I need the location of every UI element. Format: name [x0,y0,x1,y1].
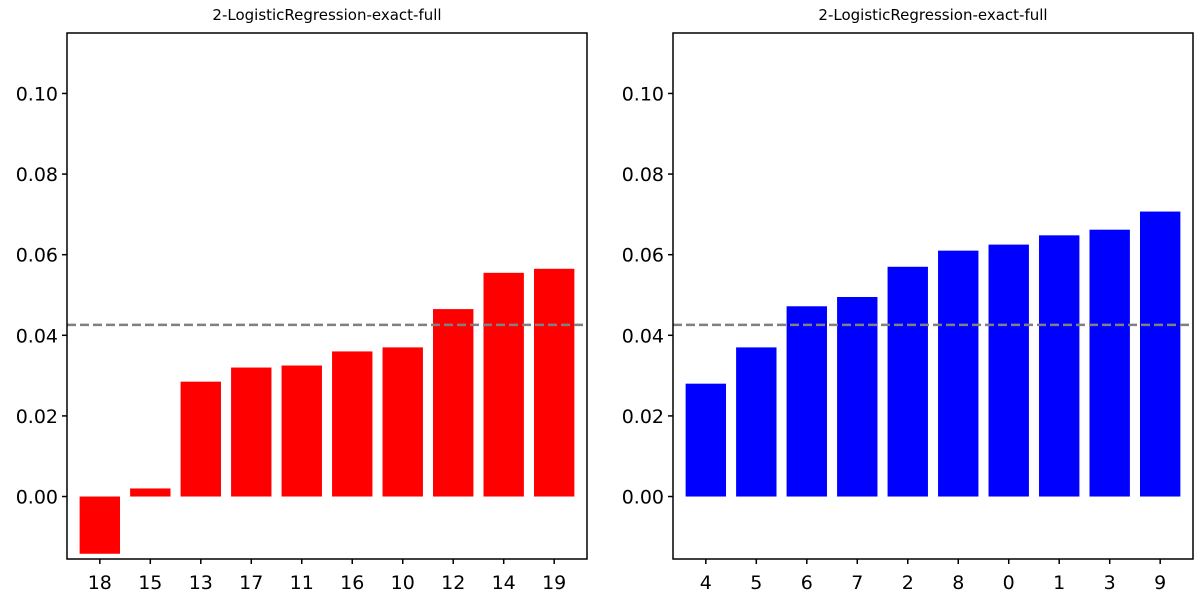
x-tick-label: 1 [1053,572,1065,594]
bar-14 [483,272,524,497]
x-tick-label: 15 [138,572,162,594]
bar-4 [685,383,727,497]
y-tick-label: 0.10 [16,83,58,105]
y-tick-label: 0.02 [16,406,58,428]
y-tick-label: 0.10 [622,83,664,105]
y-tick-label: 0.04 [16,325,58,347]
x-tick-label: 6 [801,572,813,594]
y-tick-label: 0.08 [16,164,58,186]
x-tick-label: 3 [1104,572,1116,594]
x-tick-label: 16 [340,572,364,594]
bar-5 [736,347,777,497]
bar-13 [180,381,221,497]
x-tick-label: 2 [902,572,914,594]
x-tick-label: 18 [88,572,112,594]
x-tick-label: 8 [952,572,964,594]
x-tick-label: 11 [290,572,314,594]
bar-7 [837,297,878,497]
bar-3 [1089,229,1130,497]
x-tick-label: 5 [750,572,762,594]
bar-18 [79,496,121,554]
x-tick-label: 14 [492,572,516,594]
left-bar-chart: 2-LogisticRegression-exact-full 0.00 0.02 0… [16,6,588,594]
x-tick-label: 7 [851,572,863,594]
axes-frame [66,32,588,560]
bar-6 [786,306,827,497]
x-tick-label: 19 [542,572,566,594]
right-bar-chart: 2-LogisticRegression-exact-full 0.00 0.02 0… [622,6,1194,594]
bar-9 [1139,211,1181,497]
x-tick-label: 12 [441,572,465,594]
bar-11 [281,365,322,497]
x-tick-label: 4 [700,572,712,594]
y-tick-label: 0.04 [622,325,664,347]
bar-8 [938,250,979,497]
chart-title: 2-LogisticRegression-exact-full [818,6,1047,24]
axes-frame [672,32,1194,560]
bar-15 [130,488,171,497]
x-tick-label: 17 [239,572,263,594]
x-tick-label: 13 [189,572,213,594]
bar-19 [533,268,575,497]
y-tick-label: 0.00 [16,487,58,509]
y-tick-label: 0.06 [622,245,664,267]
y-tick-label: 0.02 [622,406,664,428]
x-tick-label: 9 [1154,572,1166,594]
bar-16 [332,351,373,497]
y-tick-label: 0.00 [622,487,664,509]
bar-0 [988,244,1029,497]
x-tick-label: 10 [391,572,415,594]
y-tick-label: 0.08 [622,164,664,186]
bar-2 [887,266,928,497]
bar-12 [433,309,474,497]
bar-10 [382,347,423,497]
chart-title: 2-LogisticRegression-exact-full [212,6,441,24]
bar-17 [231,367,272,497]
x-tick-label: 0 [1003,572,1015,594]
y-tick-label: 0.06 [16,245,58,267]
bar-1 [1039,235,1080,497]
